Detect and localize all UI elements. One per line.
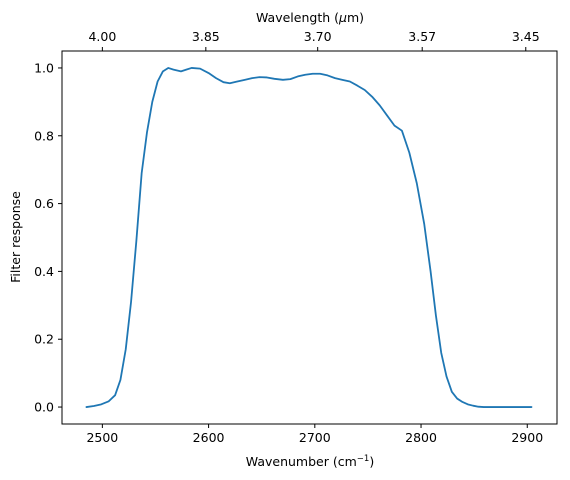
y-tick-label: 0.6 bbox=[34, 196, 54, 211]
bottom-axis-ticks: 2500 2600 2700 2800 2900 bbox=[86, 424, 543, 445]
y-tick-label: 0.4 bbox=[34, 264, 54, 279]
top-axis-ticks: 4.00 3.85 3.70 3.57 3.45 bbox=[88, 29, 540, 51]
x-axis-title-superscript: −1 bbox=[357, 454, 370, 464]
filter-response-line bbox=[85, 67, 533, 408]
x-tick-label: 2900 bbox=[511, 430, 543, 445]
x-tick-label: 2800 bbox=[405, 430, 437, 445]
left-axis-ticks: 0.0 0.2 0.4 0.6 0.8 1.0 bbox=[34, 60, 62, 415]
y-axis-title: Filter response bbox=[8, 191, 23, 283]
series-layer bbox=[85, 67, 533, 408]
plot-frame bbox=[61, 50, 558, 425]
plot-area bbox=[61, 50, 558, 425]
secondary-x-tick-label: 3.70 bbox=[304, 29, 332, 44]
y-tick-label: 0.0 bbox=[34, 400, 54, 415]
x-axis-title: Wavenumber (cm−1) bbox=[246, 454, 374, 469]
y-tick-label: 0.2 bbox=[34, 332, 54, 347]
y-tick-label: 1.0 bbox=[34, 60, 54, 75]
secondary-x-tick-label: 4.00 bbox=[88, 29, 116, 44]
x-tick-label: 2600 bbox=[193, 430, 225, 445]
secondary-x-tick-label: 3.57 bbox=[408, 29, 436, 44]
x-tick-label: 2500 bbox=[86, 430, 118, 445]
y-tick-label: 0.8 bbox=[34, 128, 54, 143]
x-tick-label: 2700 bbox=[299, 430, 331, 445]
secondary-x-tick-label: 3.85 bbox=[192, 29, 220, 44]
secondary-x-axis-title: Wavelength (μm) bbox=[256, 10, 364, 25]
secondary-x-tick-label: 3.45 bbox=[512, 29, 540, 44]
